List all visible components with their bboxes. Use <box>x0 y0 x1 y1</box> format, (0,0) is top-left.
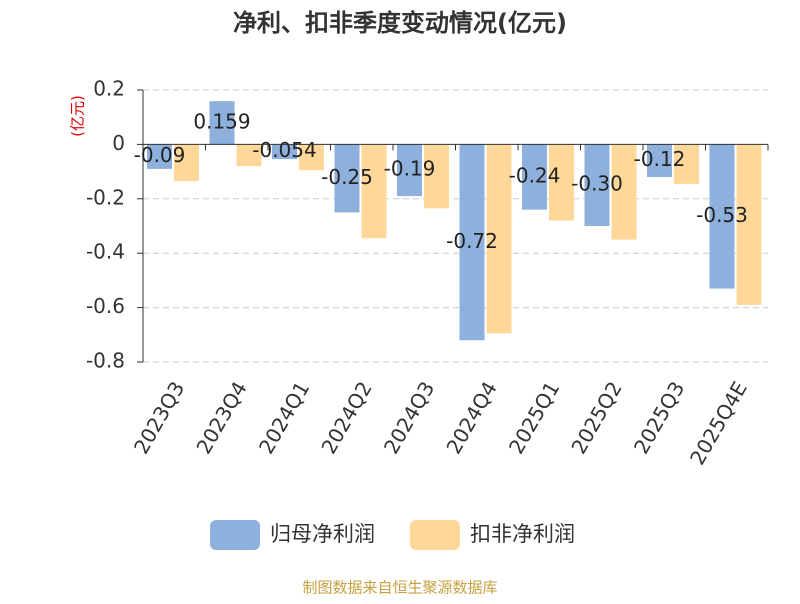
legend-swatch <box>210 520 260 550</box>
x-tick-label: 2025Q2 <box>566 377 626 458</box>
data-label: -0.12 <box>634 147 686 171</box>
bar <box>209 101 235 145</box>
y-tick-label: -0.6 <box>86 294 125 318</box>
y-tick-label: 0 <box>112 131 125 155</box>
data-label: 0.159 <box>193 109 250 133</box>
y-tick-label: 0.2 <box>93 77 125 101</box>
bar <box>147 144 172 169</box>
bar <box>522 144 547 210</box>
bar <box>459 144 485 341</box>
bar <box>299 144 324 171</box>
x-tick-label: 2024Q4 <box>441 377 501 458</box>
bar <box>584 144 610 226</box>
source-note: 制图数据来自恒生聚源数据库 <box>302 579 497 597</box>
y-axis-label: (亿元) <box>69 95 87 137</box>
bar <box>397 144 422 197</box>
bar <box>424 144 449 209</box>
x-tick-label: 2024Q3 <box>379 377 439 458</box>
data-label: -0.72 <box>446 229 498 253</box>
bar <box>549 144 574 221</box>
bar <box>486 144 512 334</box>
x-tick-label: 2024Q1 <box>254 377 314 458</box>
bar <box>236 144 262 167</box>
legend-label: 归母净利润 <box>270 522 375 546</box>
bar <box>709 144 735 289</box>
x-tick-label: 2025Q4E <box>685 377 752 469</box>
legend-swatch <box>410 520 460 550</box>
data-label: -0.24 <box>509 164 561 188</box>
bar <box>334 144 360 213</box>
y-tick-label: -0.4 <box>86 240 125 264</box>
data-label: -0.53 <box>696 203 748 227</box>
x-tick-label: 2025Q1 <box>504 377 564 458</box>
bar <box>174 144 199 182</box>
data-label: -0.30 <box>571 172 623 196</box>
data-label: -0.09 <box>134 143 186 167</box>
x-tick-label: 2025Q3 <box>629 377 689 458</box>
x-tick-label: 2024Q2 <box>316 377 376 458</box>
bar <box>647 144 672 178</box>
y-tick-label: -0.8 <box>86 349 125 373</box>
x-tick-label: 2023Q4 <box>191 377 251 458</box>
chart-title: 净利、扣非季度变动情况(亿元) <box>233 9 567 37</box>
data-label: -0.054 <box>252 138 316 162</box>
bar <box>361 144 387 239</box>
bar <box>674 144 699 184</box>
bar <box>736 144 762 305</box>
y-tick-label: -0.2 <box>86 185 125 209</box>
x-tick-label: 2023Q3 <box>129 377 189 458</box>
data-label: -0.19 <box>384 157 436 181</box>
data-label: -0.25 <box>321 165 373 189</box>
bar <box>611 144 637 240</box>
legend-label: 扣非净利润 <box>470 522 575 546</box>
bar <box>272 144 297 160</box>
